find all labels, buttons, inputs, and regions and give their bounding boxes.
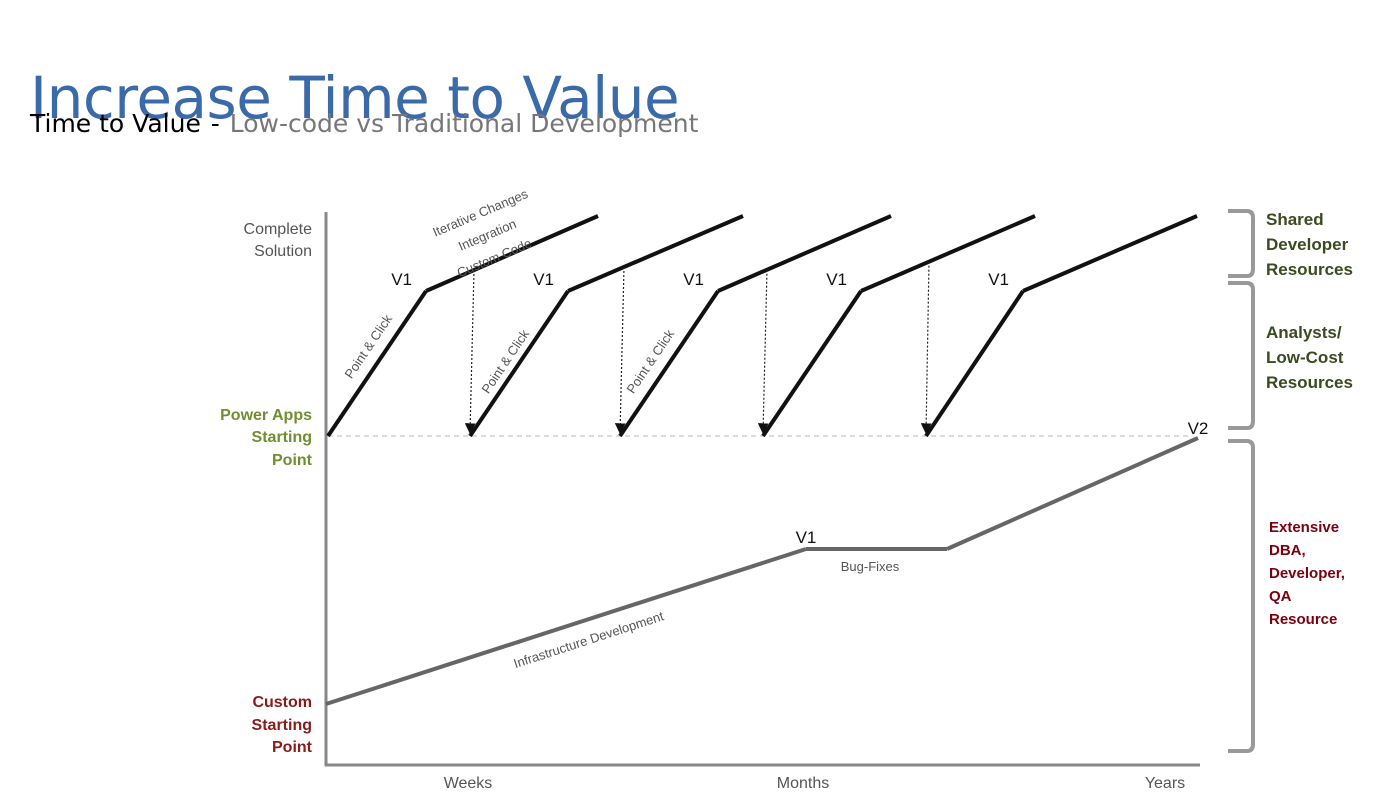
subtitle-rest: Low-code vs Traditional Development <box>229 109 699 138</box>
complete-solution-label-line-2: Solution <box>254 243 312 260</box>
lowcode-build-line-5 <box>924 289 1025 438</box>
iteration-reset-arrow-3 <box>757 269 769 435</box>
bugfix-label: Bug-Fixes <box>841 559 900 574</box>
lowcode-build-line-1 <box>326 289 428 438</box>
iteration-reset-arrow-1 <box>464 270 476 435</box>
subtitle-separator: - <box>210 109 220 138</box>
lowcode-iteration-line-5 <box>1022 214 1198 293</box>
subtitle-lead: Time to Value <box>30 109 201 138</box>
lowcode-iteration-line-2 <box>567 214 744 293</box>
traditional-v2-line <box>946 436 1199 551</box>
lowcode-iteration-line-3 <box>717 214 892 293</box>
x-axis-label-months: Months <box>777 775 829 792</box>
custom-start-label-line-1: Custom <box>252 694 312 711</box>
shared-dev-label-line-2: Developer <box>1266 235 1349 254</box>
power-apps-start-label-line-3: Point <box>272 452 313 469</box>
custom-start-label-line-3: Point <box>272 739 313 756</box>
analysts-label-line-1: Analysts/ <box>1266 323 1342 342</box>
lowcode-v1-label-1: V1 <box>391 270 412 289</box>
shared-dev-label-line-1: Shared <box>1266 210 1324 229</box>
extensive-label-line-2: DBA, <box>1269 542 1306 559</box>
lowcode-v1-label-2: V1 <box>533 270 554 289</box>
bracket-shared-dev <box>1228 209 1255 278</box>
lowcode-v1-label-3: V1 <box>683 270 704 289</box>
extensive-label-line-1: Extensive <box>1269 519 1339 536</box>
bracket-extensive <box>1228 439 1255 753</box>
lowcode-build-line-3 <box>618 289 720 438</box>
traditional-v1-label: V1 <box>796 528 817 547</box>
lowcode-iteration-line-1 <box>425 214 599 293</box>
lowcode-v1-label-4: V1 <box>826 270 847 289</box>
x-axis-label-years: Years <box>1145 775 1185 792</box>
lowcode-build-line-4 <box>761 289 863 438</box>
x-axis-label-weeks: Weeks <box>444 775 493 792</box>
analysts-label-line-3: Resources <box>1266 373 1353 392</box>
extensive-label-line-3: Developer, <box>1269 565 1345 582</box>
power-apps-start-label-line-2: Starting <box>252 429 312 446</box>
custom-start-label-line-2: Starting <box>252 717 312 734</box>
extensive-label-line-4: QA <box>1269 588 1292 605</box>
lowcode-v1-label-5: V1 <box>988 270 1009 289</box>
power-apps-start-label-line-1: Power Apps <box>220 407 312 424</box>
lowcode-build-line-2 <box>468 289 570 438</box>
subtitle: Time to Value - Low-code vs Traditional … <box>30 110 698 138</box>
page-title: Increase Time to Value <box>30 63 680 132</box>
lowcode-iteration-line-4 <box>860 214 1036 293</box>
iteration-reset-arrow-4 <box>920 261 932 435</box>
iteration-reset-arrow-2 <box>614 266 626 435</box>
shared-dev-label-line-3: Resources <box>1266 260 1353 279</box>
extensive-label-line-5: Resource <box>1269 611 1337 628</box>
complete-solution-label-line-1: Complete <box>244 221 313 238</box>
traditional-v2-label: V2 <box>1188 419 1209 438</box>
traditional-infra-line <box>325 547 807 706</box>
analysts-label-line-2: Low-Cost <box>1266 348 1344 367</box>
bracket-analysts <box>1228 281 1255 430</box>
